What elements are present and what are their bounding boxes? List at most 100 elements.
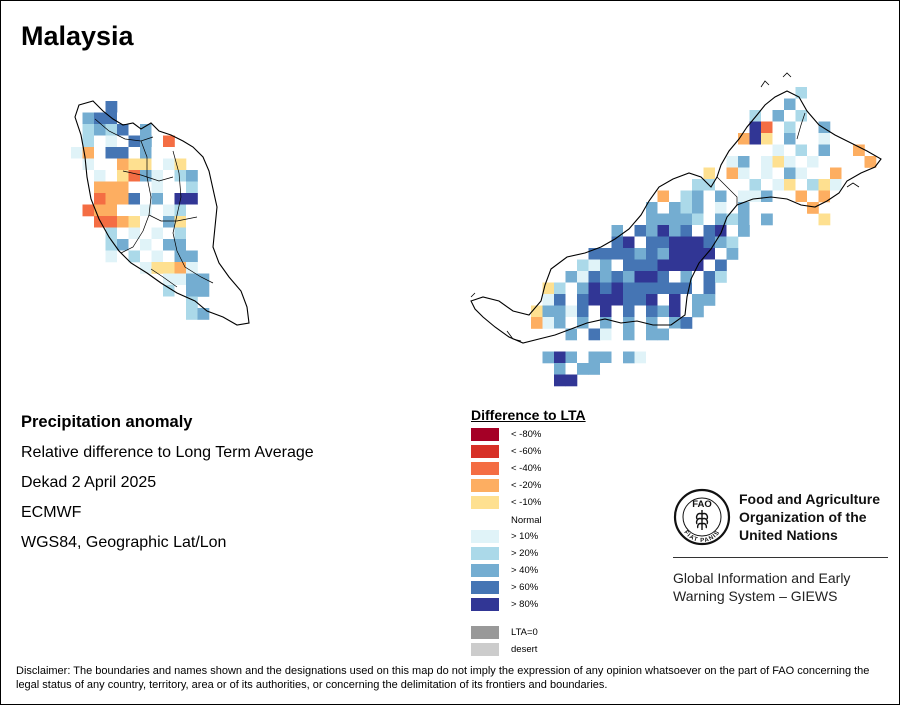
anomaly-cell bbox=[542, 317, 555, 329]
anomaly-cell bbox=[853, 156, 865, 168]
anomaly-cell bbox=[611, 328, 624, 341]
anomaly-cell bbox=[692, 305, 704, 318]
anomaly-cell bbox=[669, 271, 681, 283]
anomaly-cell bbox=[634, 271, 647, 283]
anomaly-cell bbox=[163, 181, 175, 194]
anomaly-cell bbox=[646, 248, 658, 260]
anomaly-cell bbox=[669, 190, 681, 203]
anomaly-cell bbox=[657, 202, 670, 214]
anomaly-cell bbox=[577, 351, 589, 364]
anomaly-cell bbox=[784, 179, 796, 191]
borneo-islands bbox=[470, 72, 860, 342]
anomaly-cell bbox=[174, 262, 187, 274]
anomaly-cell bbox=[588, 317, 601, 329]
anomaly-cell bbox=[726, 144, 739, 157]
anomaly-cell bbox=[611, 225, 624, 237]
anomaly-cell bbox=[669, 294, 681, 306]
organization-name: Food and Agriculture Organization of the… bbox=[739, 490, 899, 544]
anomaly-cell bbox=[174, 170, 187, 182]
anomaly-cell bbox=[715, 213, 727, 226]
anomaly-cell bbox=[749, 110, 762, 122]
anomaly-cell bbox=[657, 248, 670, 260]
anomaly-cell bbox=[795, 167, 808, 180]
anomaly-cell bbox=[830, 133, 842, 145]
anomaly-cell bbox=[117, 112, 129, 125]
anomaly-cell bbox=[600, 305, 612, 318]
anomaly-cell bbox=[703, 225, 716, 237]
anomaly-cell bbox=[117, 227, 129, 240]
anomaly-cell bbox=[772, 167, 785, 180]
anomaly-cell bbox=[669, 328, 681, 341]
anomaly-cell bbox=[94, 204, 106, 217]
legend-label: > 40% bbox=[511, 565, 539, 576]
anomaly-cell bbox=[128, 124, 141, 136]
anomaly-cell bbox=[692, 248, 704, 260]
anomaly-cell bbox=[772, 190, 785, 203]
anomaly-cell bbox=[715, 248, 727, 260]
anomaly-cell bbox=[600, 248, 612, 260]
anomaly-cell bbox=[623, 225, 635, 237]
anomaly-cell bbox=[738, 133, 750, 145]
anomaly-cell bbox=[611, 305, 624, 318]
anomaly-cell bbox=[105, 135, 118, 148]
anomaly-cell bbox=[140, 181, 152, 194]
anomaly-cell bbox=[151, 170, 164, 182]
anomaly-cell bbox=[94, 147, 106, 159]
anomaly-cell bbox=[117, 158, 129, 171]
anomaly-cell bbox=[807, 98, 819, 111]
anomaly-cell bbox=[128, 250, 141, 263]
peninsular-malaysia-outline bbox=[74, 100, 250, 326]
anomaly-cell bbox=[163, 216, 175, 228]
anomaly-cell bbox=[830, 156, 842, 168]
anomaly-cell bbox=[738, 202, 750, 214]
borneo-border-sarawak-sabah bbox=[716, 112, 806, 205]
legend-swatch bbox=[471, 581, 499, 594]
anomaly-cell bbox=[634, 328, 647, 341]
anomaly-cell bbox=[163, 147, 175, 159]
anomaly-cell bbox=[703, 282, 716, 295]
anomaly-cell bbox=[715, 271, 727, 283]
anomaly-cell bbox=[646, 305, 658, 318]
anomaly-cell bbox=[611, 236, 624, 249]
anomaly-cell bbox=[795, 156, 808, 168]
anomaly-cell bbox=[151, 285, 164, 297]
anomaly-cell bbox=[163, 285, 175, 297]
anomaly-cell bbox=[174, 296, 187, 309]
anomaly-cell bbox=[818, 213, 831, 226]
anomaly-cell bbox=[128, 181, 141, 194]
anomaly-cell bbox=[140, 193, 152, 205]
anomaly-cell bbox=[554, 328, 566, 341]
anomaly-cell bbox=[807, 202, 819, 214]
anomaly-cell bbox=[818, 144, 831, 157]
legend-swatch bbox=[471, 479, 499, 492]
anomaly-cell bbox=[864, 156, 877, 168]
anomaly-cell bbox=[749, 179, 762, 191]
anomaly-cell bbox=[646, 271, 658, 283]
info-projection: WGS84, Geographic Lat/Lon bbox=[21, 534, 227, 551]
anomaly-cell bbox=[680, 305, 693, 318]
anomaly-cell bbox=[761, 213, 773, 226]
anomaly-cell bbox=[784, 110, 796, 122]
anomaly-cell bbox=[600, 294, 612, 306]
anomaly-cell bbox=[105, 239, 118, 251]
anomaly-cell bbox=[726, 156, 739, 168]
anomaly-cell bbox=[703, 248, 716, 260]
anomaly-cell bbox=[784, 121, 796, 134]
anomaly-cell bbox=[738, 213, 750, 226]
anomaly-cell bbox=[715, 190, 727, 203]
legend-title: Difference to LTA bbox=[471, 407, 586, 423]
anomaly-cell bbox=[761, 167, 773, 180]
anomaly-cell bbox=[565, 294, 578, 306]
anomaly-cell bbox=[726, 167, 739, 180]
anomaly-cell bbox=[588, 363, 601, 375]
anomaly-cell bbox=[646, 294, 658, 306]
anomaly-cell bbox=[611, 248, 624, 260]
anomaly-cell bbox=[703, 259, 716, 272]
anomaly-cell bbox=[669, 202, 681, 214]
anomaly-cell bbox=[611, 351, 624, 364]
anomaly-cell bbox=[749, 144, 762, 157]
anomaly-cell bbox=[542, 305, 555, 318]
anomaly-cell bbox=[105, 158, 118, 171]
anomaly-cell bbox=[623, 248, 635, 260]
